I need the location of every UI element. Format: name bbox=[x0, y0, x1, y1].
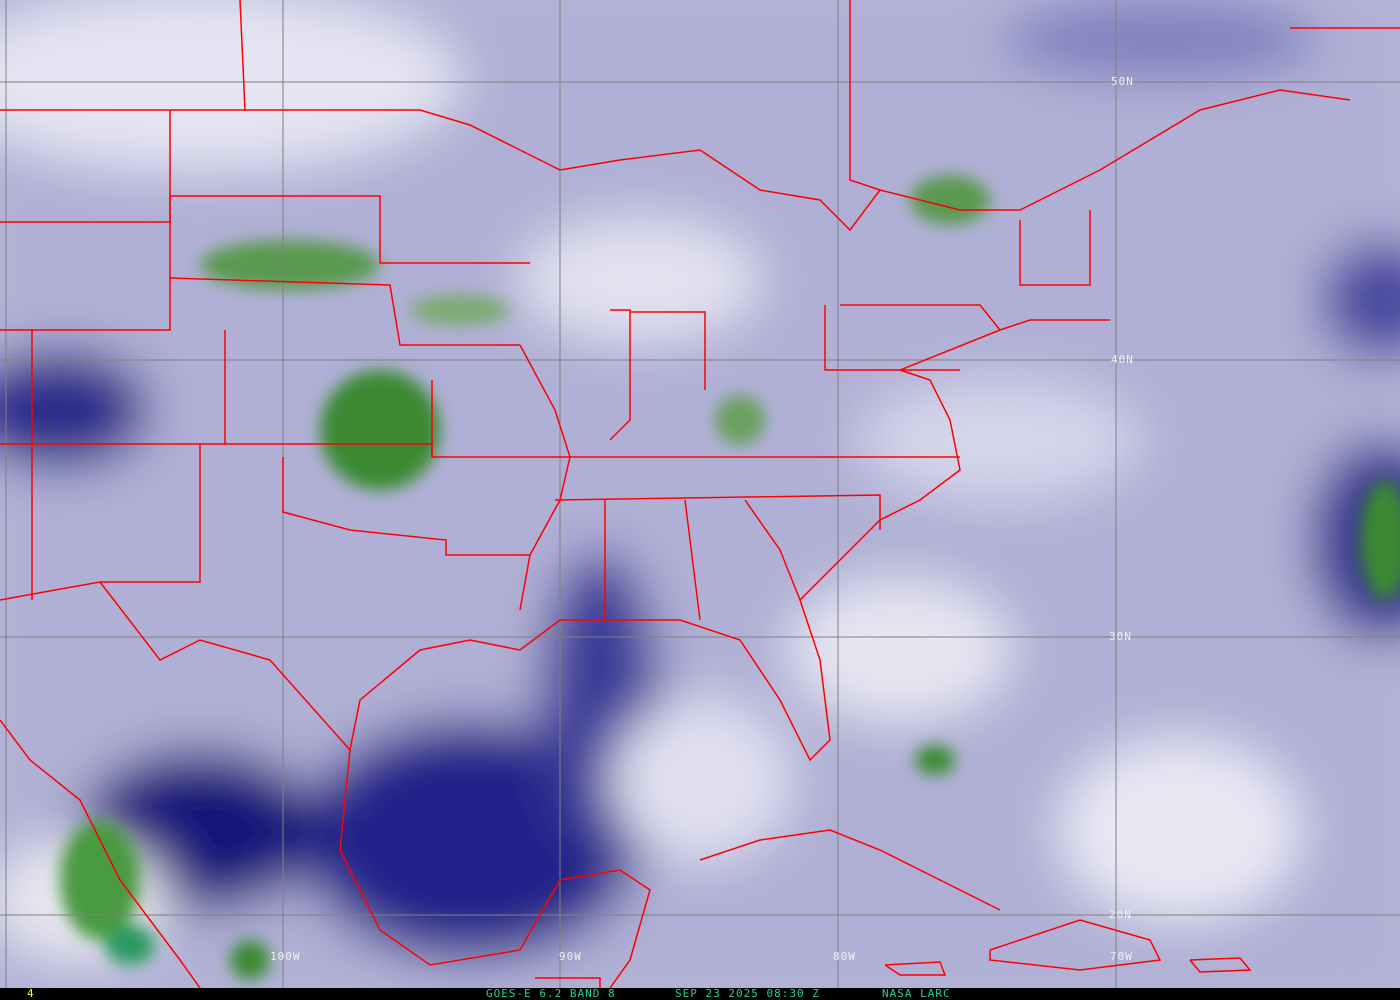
cold-cloud-tops bbox=[60, 175, 1400, 980]
lon-label-100w: 100W bbox=[270, 950, 301, 963]
image-source: NASA LARC bbox=[882, 987, 951, 1000]
lon-label-70w: 70W bbox=[1110, 950, 1133, 963]
image-timestamp: SEP 23 2025 08:30 Z bbox=[675, 987, 820, 1000]
lon-label-90w: 90W bbox=[559, 950, 582, 963]
lat-label-50n: 50N bbox=[1111, 75, 1134, 88]
lat-label-30n: 30N bbox=[1109, 630, 1132, 643]
satellite-band: GOES-E 6.2 BAND 8 bbox=[486, 987, 616, 1000]
lat-label-20n: 20N bbox=[1109, 908, 1132, 921]
lat-label-40n: 40N bbox=[1111, 353, 1134, 366]
lon-label-80w: 80W bbox=[833, 950, 856, 963]
caption-bar: 4 GOES-E 6.2 BAND 8 SEP 23 2025 08:30 Z … bbox=[0, 988, 1400, 1000]
frame-number: 4 bbox=[27, 987, 34, 1000]
